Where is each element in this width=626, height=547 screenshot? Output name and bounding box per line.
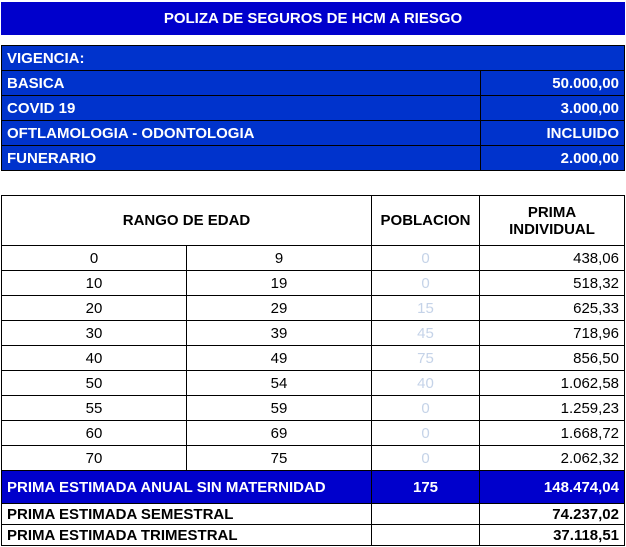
premium-cell: 518,32	[479, 270, 625, 296]
coverage-value: 2.000,00	[480, 145, 625, 171]
age-from: 50	[1, 370, 187, 396]
premium-cell: 1.259,23	[479, 395, 625, 421]
table-row: 50 54 40 1.062,58	[1, 370, 625, 396]
age-to: 29	[185, 295, 373, 321]
coverage-value: 50.000,00	[480, 70, 625, 96]
age-from: 70	[1, 445, 187, 471]
age-from: 20	[1, 295, 187, 321]
page-title: POLIZA DE SEGUROS DE HCM A RIESGO	[1, 2, 625, 35]
semestral-row: PRIMA ESTIMADA SEMESTRAL 74.237,02	[0, 503, 625, 525]
age-to: 54	[185, 370, 373, 396]
table-row: 10 19 0 518,32	[1, 270, 625, 296]
age-from: 55	[1, 395, 187, 421]
population-cell: 0	[371, 445, 481, 471]
empty-cell	[371, 524, 481, 546]
age-to: 75	[185, 445, 373, 471]
coverage-label: OFTLAMOLOGIA - ODONTOLOGIA	[1, 120, 481, 146]
population-cell: 40	[371, 370, 481, 396]
age-to: 39	[185, 320, 373, 346]
premium-cell: 438,06	[479, 245, 625, 271]
age-to: 19	[185, 270, 373, 296]
premium-table: RANGO DE EDAD POBLACION PRIMA INDIVIDUAL …	[0, 195, 625, 546]
annual-label: PRIMA ESTIMADA ANUAL SIN MATERNIDAD	[0, 470, 373, 504]
vigencia-label: VIGENCIA:	[1, 45, 625, 71]
coverage-label: COVID 19	[1, 95, 481, 121]
table-row: 0 9 0 438,06	[1, 245, 625, 271]
age-from: 10	[1, 270, 187, 296]
semestral-value: 74.237,02	[479, 503, 625, 525]
annual-population: 175	[371, 470, 481, 504]
annual-value: 148.474,04	[479, 470, 625, 504]
population-cell: 15	[371, 295, 481, 321]
coverage-label: FUNERARIO	[1, 145, 481, 171]
age-to: 9	[185, 245, 373, 271]
premium-cell: 856,50	[479, 345, 625, 371]
semestral-label: PRIMA ESTIMADA SEMESTRAL	[0, 503, 373, 525]
premium-header-line2: INDIVIDUAL	[509, 220, 595, 238]
annual-total-row: PRIMA ESTIMADA ANUAL SIN MATERNIDAD 175 …	[0, 470, 625, 504]
empty-cell	[371, 503, 481, 525]
population-cell: 0	[371, 395, 481, 421]
age-to: 49	[185, 345, 373, 371]
trimestral-label: PRIMA ESTIMADA TRIMESTRAL	[0, 524, 373, 546]
premium-header: PRIMA INDIVIDUAL	[479, 195, 625, 246]
premium-header-line1: PRIMA	[527, 203, 577, 221]
coverage-row: OFTLAMOLOGIA - ODONTOLOGIA INCLUIDO	[1, 120, 625, 146]
age-from: 40	[1, 345, 187, 371]
coverage-value: 3.000,00	[480, 95, 625, 121]
coverage-row: BASICA 50.000,00	[1, 70, 625, 96]
table-row: 70 75 0 2.062,32	[1, 445, 625, 471]
age-from: 0	[1, 245, 187, 271]
table-row: 20 29 15 625,33	[1, 295, 625, 321]
population-cell: 0	[371, 245, 481, 271]
table-row: 40 49 75 856,50	[1, 345, 625, 371]
table-row: 55 59 0 1.259,23	[1, 395, 625, 421]
population-header: POBLACION	[371, 195, 481, 246]
premium-cell: 1.668,72	[479, 420, 625, 446]
coverage-table: VIGENCIA: BASICA 50.000,00 COVID 19 3.000,…	[1, 45, 625, 171]
premium-cell: 1.062,58	[479, 370, 625, 396]
table-row: 30 39 45 718,96	[1, 320, 625, 346]
header-row: RANGO DE EDAD POBLACION PRIMA INDIVIDUAL	[0, 195, 625, 246]
premium-cell: 2.062,32	[479, 445, 625, 471]
coverage-header-row: VIGENCIA:	[1, 45, 625, 71]
age-to: 59	[185, 395, 373, 421]
trimestral-row: PRIMA ESTIMADA TRIMESTRAL 37.118,51	[0, 524, 625, 546]
table-row: 60 69 0 1.668,72	[1, 420, 625, 446]
age-from: 30	[1, 320, 187, 346]
population-cell: 75	[371, 345, 481, 371]
premium-cell: 718,96	[479, 320, 625, 346]
population-cell: 0	[371, 270, 481, 296]
trimestral-value: 37.118,51	[479, 524, 625, 546]
age-to: 69	[185, 420, 373, 446]
age-from: 60	[1, 420, 187, 446]
population-cell: 45	[371, 320, 481, 346]
coverage-label: BASICA	[1, 70, 481, 96]
population-cell: 0	[371, 420, 481, 446]
coverage-row: FUNERARIO 2.000,00	[1, 145, 625, 171]
coverage-row: COVID 19 3.000,00	[1, 95, 625, 121]
age-range-header: RANGO DE EDAD	[0, 195, 373, 246]
premium-cell: 625,33	[479, 295, 625, 321]
coverage-value: INCLUIDO	[480, 120, 625, 146]
